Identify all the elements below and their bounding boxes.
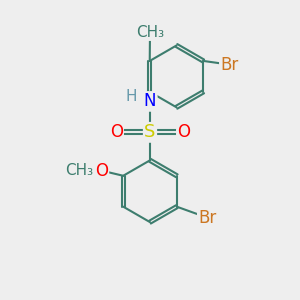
Text: CH₃: CH₃ — [65, 163, 93, 178]
Text: CH₃: CH₃ — [136, 25, 164, 40]
Text: S: S — [144, 123, 156, 141]
Text: O: O — [177, 123, 190, 141]
Text: O: O — [95, 162, 108, 180]
Text: N: N — [144, 92, 156, 110]
Text: H: H — [125, 89, 136, 104]
Text: Br: Br — [198, 209, 217, 227]
Text: O: O — [110, 123, 123, 141]
Text: Br: Br — [220, 56, 238, 74]
